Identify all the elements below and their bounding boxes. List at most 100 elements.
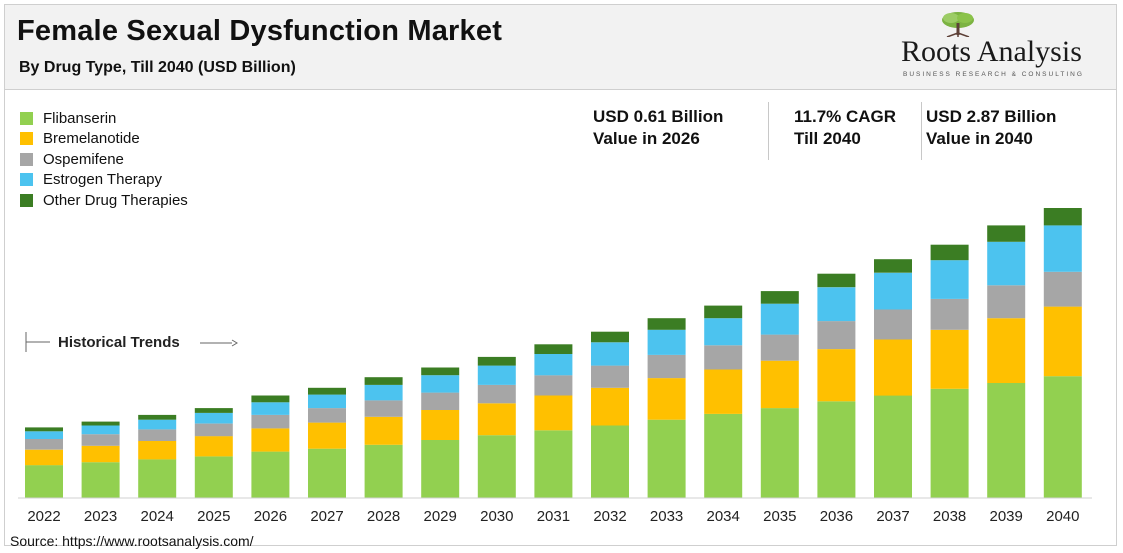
bar-segment-2025-ospemifene [194,423,233,437]
chart-header: Female Sexual Dysfunction Market By Drug… [5,5,1116,90]
bar-segment-2035-bremelanotide [760,360,799,409]
bar-segment-2036-ospemifene [817,321,856,350]
x-tick-label: 2033 [650,508,683,525]
bar-segment-2032-flibanserin [591,425,629,498]
bar-segment-2036-flibanserin [817,401,856,498]
historical-trends-label: Historical Trends [58,334,180,351]
bar-segment-2029-bremelanotide [421,410,460,440]
x-tick-label: 2031 [537,508,570,525]
bar-segment-2036-bremelanotide [817,349,856,402]
x-tick-label: 2040 [1046,508,1079,525]
bar-segment-2027-estrogen-therapy [308,394,346,409]
x-tick-label: 2035 [763,508,796,525]
legend-label: Ospemifene [43,150,124,168]
legend-swatch-other-drug-therapies [20,193,33,207]
bar-segment-2037-estrogen-therapy [874,272,912,310]
legend-swatch-flibanserin [20,111,33,125]
bar-segment-2023-other-drug-therapies [81,421,120,426]
stat-line: USD 0.61 Billion [593,107,724,126]
bar-segment-2029-flibanserin [421,440,460,498]
bar-segment-2035-estrogen-therapy [760,303,799,335]
bar-segment-2023-bremelanotide [81,445,120,463]
bar-segment-2030-estrogen-therapy [477,365,516,385]
bar-segment-2023-flibanserin [81,462,120,498]
bar-segment-2038-bremelanotide [930,329,969,389]
bar-segment-2029-other-drug-therapies [421,367,460,376]
bar-segment-2024-bremelanotide [138,441,177,460]
bar-segment-2028-flibanserin [364,444,403,498]
chart-title: Female Sexual Dysfunction Market [17,15,503,47]
bar-segment-2025-bremelanotide [194,436,233,457]
logo-tagline: BUSINESS RESEARCH & CONSULTING [903,71,1084,78]
bar-segment-2033-other-drug-therapies [647,318,686,330]
bar-segment-2033-bremelanotide [647,378,686,420]
bar-segment-2022-bremelanotide [25,449,63,466]
chart-subtitle: By Drug Type, Till 2040 (USD Billion) [19,59,296,76]
bar-segment-2036-estrogen-therapy [817,287,856,322]
stat-divider [768,102,769,160]
stat-line: 11.7% CAGR [794,107,897,126]
x-tick-label: 2037 [876,508,909,525]
x-tick-label: 2039 [990,508,1023,525]
x-tick-label: 2028 [367,508,400,525]
x-tick-labels: 2022 2023 2024 2025 2026 2027 2028 2029 2030 2031… [27,508,1079,525]
bar-segment-2039-other-drug-therapies [987,225,1026,242]
bar-segment-2037-ospemifene [874,309,912,340]
bar-segment-2031-bremelanotide [534,395,573,431]
bar-segment-2035-other-drug-therapies [760,291,799,304]
bar-segment-2027-bremelanotide [308,422,346,449]
x-tick-label: 2034 [707,508,740,525]
bar-segment-2023-ospemifene [81,434,120,446]
bar-group [25,208,1082,498]
bar-segment-2030-other-drug-therapies [477,356,516,366]
bar-segment-2037-other-drug-therapies [874,259,912,273]
legend-item-estrogen-therapy: Estrogen Therapy [20,170,188,191]
roots-analysis-logo: Roots Analysis BUSINESS RESEARCH & CONSU… [897,11,1111,83]
bar-segment-2040-other-drug-therapies [1043,208,1082,226]
x-tick-label: 2025 [197,508,230,525]
x-tick-label: 2032 [593,508,626,525]
bar-segment-2032-bremelanotide [591,387,629,426]
bar-segment-2034-other-drug-therapies [704,305,743,319]
legend-label: Estrogen Therapy [43,171,162,189]
bar-segment-2034-bremelanotide [704,369,743,414]
bar-segment-2027-other-drug-therapies [308,387,346,395]
historical-bracket-icon [25,332,238,352]
bar-segment-2032-estrogen-therapy [591,342,629,366]
bar-segment-2025-other-drug-therapies [194,408,233,413]
x-tick-label: 2036 [820,508,853,525]
stat-cagr: 11.7% CAGR Till 2040 [794,106,896,150]
x-tick-label: 2023 [84,508,117,525]
legend-item-ospemifene: Ospemifene [20,149,188,170]
bar-segment-2030-bremelanotide [477,403,516,436]
bar-segment-2040-estrogen-therapy [1043,225,1082,272]
bar-segment-2032-ospemifene [591,365,629,388]
bar-segment-2034-estrogen-therapy [704,318,743,346]
bar-segment-2025-estrogen-therapy [194,412,233,424]
bar-segment-2032-other-drug-therapies [591,331,629,343]
x-tick-label: 2022 [27,508,60,525]
bar-segment-2022-other-drug-therapies [25,427,63,432]
bar-segment-2022-flibanserin [25,465,63,498]
bar-segment-2024-other-drug-therapies [138,414,177,420]
stat-line: Value in 2026 [593,129,700,148]
legend-label: Flibanserin [43,109,117,127]
bar-segment-2030-flibanserin [477,435,516,498]
bar-segment-2027-flibanserin [308,448,346,498]
bar-segment-2031-estrogen-therapy [534,354,573,376]
legend-label: Bremelanotide [43,130,140,148]
bar-segment-2029-ospemifene [421,392,460,410]
chart-legend: Flibanserin Bremelanotide Ospemifene Est… [20,108,188,211]
x-tick-label: 2026 [254,508,287,525]
bar-segment-2038-flibanserin [930,388,969,498]
bar-segment-2039-flibanserin [987,383,1026,498]
bar-segment-2039-bremelanotide [987,318,1026,383]
bar-segment-2038-estrogen-therapy [930,260,969,299]
bar-segment-2031-ospemifene [534,375,573,396]
x-tick-label: 2038 [933,508,966,525]
stat-value-2040: USD 2.87 Billion Value in 2040 [926,106,1056,150]
stat-divider [921,102,922,160]
bar-segment-2025-flibanserin [194,456,233,498]
bar-segment-2023-estrogen-therapy [81,425,120,435]
bar-segment-2026-estrogen-therapy [251,402,290,415]
